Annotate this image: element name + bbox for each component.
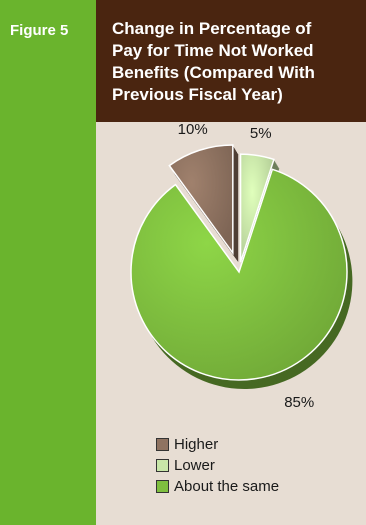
legend-item-higher: Higher (156, 434, 279, 455)
legend-label-higher: Higher (174, 436, 219, 453)
legend-item-lower: Lower (156, 455, 279, 476)
chart-title: Change in Percentage of Pay for Time Not… (112, 18, 362, 106)
pie-chart (130, 144, 353, 389)
title-box: Change in Percentage of Pay for Time Not… (96, 0, 366, 122)
pie-slice-lower (239, 153, 275, 263)
figure-number: Figure 5 (10, 22, 69, 39)
pie-slice-about-the-same (130, 168, 348, 381)
legend-label-lower: Lower (174, 457, 215, 474)
title-line-4: Previous Fiscal Year) (112, 85, 283, 104)
legend-swatch-same (156, 480, 169, 493)
legend-swatch-lower (156, 459, 169, 472)
pie-slice-higher (168, 144, 234, 256)
data-label-same: 85% (284, 393, 315, 411)
chart-legend: Higher Lower About the same (156, 434, 279, 497)
legend-item-same: About the same (156, 476, 279, 497)
title-line-3: Benefits (Compared With (112, 63, 315, 82)
data-label-higher: 10% (177, 120, 208, 138)
legend-swatch-higher (156, 438, 169, 451)
legend-label-same: About the same (174, 478, 280, 495)
figure-sidebar (0, 0, 96, 525)
data-label-lower: 5% (249, 125, 272, 143)
title-line-2: Pay for Time Not Worked (112, 41, 314, 60)
title-line-1: Change in Percentage of (112, 19, 312, 38)
